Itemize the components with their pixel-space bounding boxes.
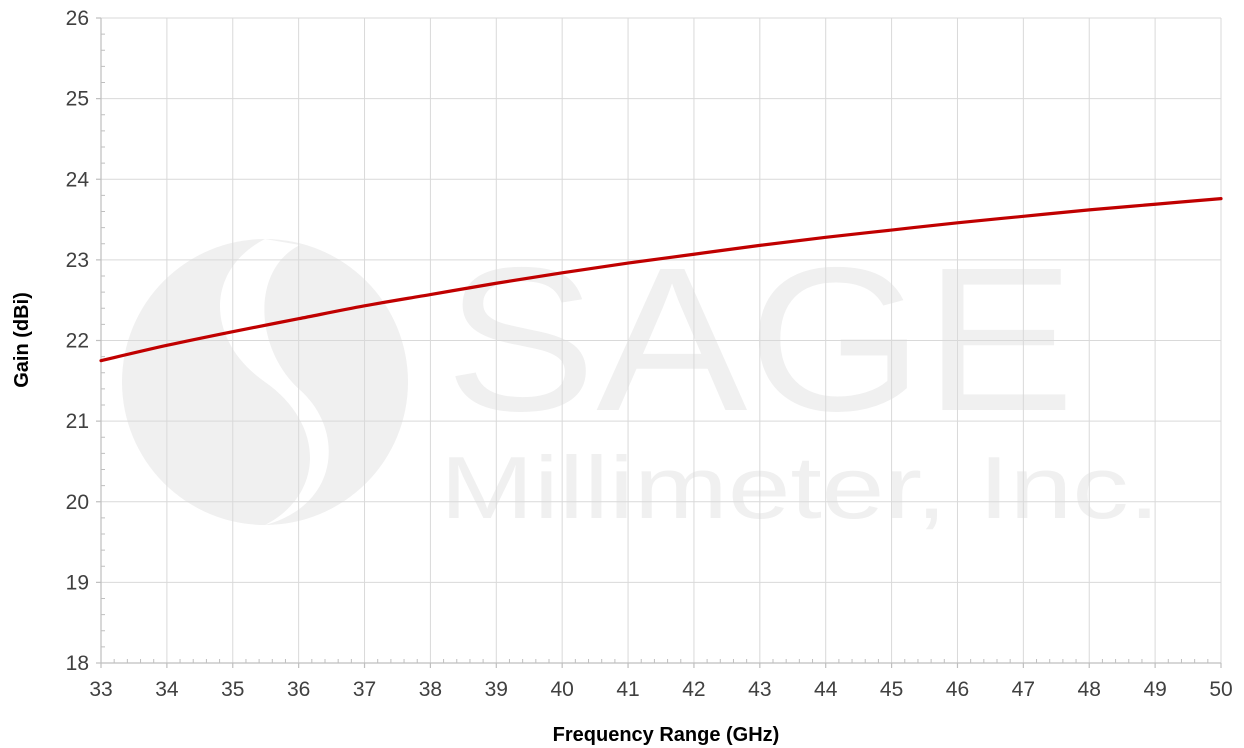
x-tick-label: 44	[814, 678, 838, 701]
x-tick-label: 34	[155, 678, 179, 701]
x-tick-label: 50	[1209, 678, 1232, 701]
y-tick-label: 25	[66, 88, 89, 111]
x-tick-label: 43	[748, 678, 771, 701]
x-tick-label: 33	[89, 678, 112, 701]
sage-watermark: SAGE Millimeter, Inc.	[122, 225, 1160, 537]
sage-logo-mark	[122, 239, 408, 525]
y-tick-label: 21	[66, 410, 89, 433]
y-tick-label: 23	[66, 249, 89, 272]
x-tick-label: 37	[353, 678, 376, 701]
x-tick-label: 38	[419, 678, 442, 701]
x-tick-label: 49	[1143, 678, 1166, 701]
y-tick-label: 20	[66, 491, 89, 514]
y-axis-title: Gain (dBi)	[11, 292, 33, 388]
x-tick-label: 48	[1078, 678, 1101, 701]
x-tick-label: 36	[287, 678, 310, 701]
watermark-subtitle: Millimeter, Inc.	[440, 438, 1160, 537]
x-tick-label: 46	[946, 678, 969, 701]
x-axis-title: Frequency Range (GHz)	[553, 724, 780, 746]
grid	[101, 18, 1221, 663]
x-tick-label: 45	[880, 678, 903, 701]
x-tick-label: 40	[550, 678, 573, 701]
x-tick-label: 47	[1012, 678, 1035, 701]
y-tick-label: 26	[66, 7, 89, 30]
y-tick-label: 19	[66, 571, 89, 594]
x-tick-label: 41	[616, 678, 639, 701]
x-tick-label: 42	[682, 678, 705, 701]
x-tick-label: 39	[485, 678, 508, 701]
y-tick-label: 24	[66, 168, 90, 191]
x-tick-label: 35	[221, 678, 244, 701]
y-tick-label: 18	[66, 652, 89, 675]
y-tick-label: 22	[66, 330, 89, 353]
